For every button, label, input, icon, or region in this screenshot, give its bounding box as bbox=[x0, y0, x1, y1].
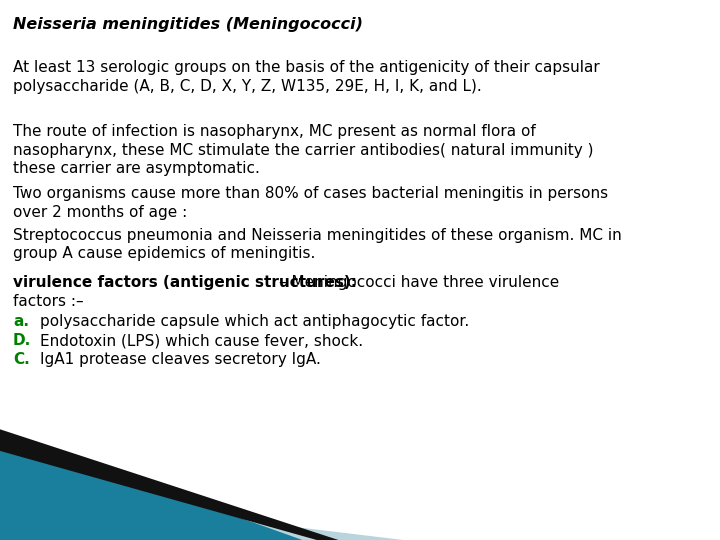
Text: polysaccharide capsule which act antiphagocytic factor.: polysaccharide capsule which act antipha… bbox=[40, 314, 469, 329]
Text: The route of infection is nasopharynx, MC present as normal flora of
nasopharynx: The route of infection is nasopharynx, M… bbox=[13, 124, 593, 177]
Text: Neisseria meningitides (Meningococci): Neisseria meningitides (Meningococci) bbox=[13, 17, 363, 32]
Text: Streptococcus pneumonia and Neisseria meningitides of these organism. MC in
grou: Streptococcus pneumonia and Neisseria me… bbox=[13, 228, 621, 261]
Text: Two organisms cause more than 80% of cases bacterial meningitis in persons
over : Two organisms cause more than 80% of cas… bbox=[13, 186, 608, 220]
Text: D.: D. bbox=[13, 333, 31, 348]
Text: a.: a. bbox=[13, 314, 29, 329]
Text: At least 13 serologic groups on the basis of the antigenicity of their capsular
: At least 13 serologic groups on the basi… bbox=[13, 60, 600, 94]
Text: factors :–: factors :– bbox=[13, 294, 84, 309]
Text: virulence factors (antigenic structures):: virulence factors (antigenic structures)… bbox=[13, 275, 357, 291]
Text: C.: C. bbox=[13, 352, 30, 367]
Text: IgA1 protease cleaves secretory IgA.: IgA1 protease cleaves secretory IgA. bbox=[40, 352, 320, 367]
Text: Endotoxin (LPS) which cause fever, shock.: Endotoxin (LPS) which cause fever, shock… bbox=[40, 333, 363, 348]
Text: – Meningococci have three virulence: – Meningococci have three virulence bbox=[279, 275, 559, 291]
